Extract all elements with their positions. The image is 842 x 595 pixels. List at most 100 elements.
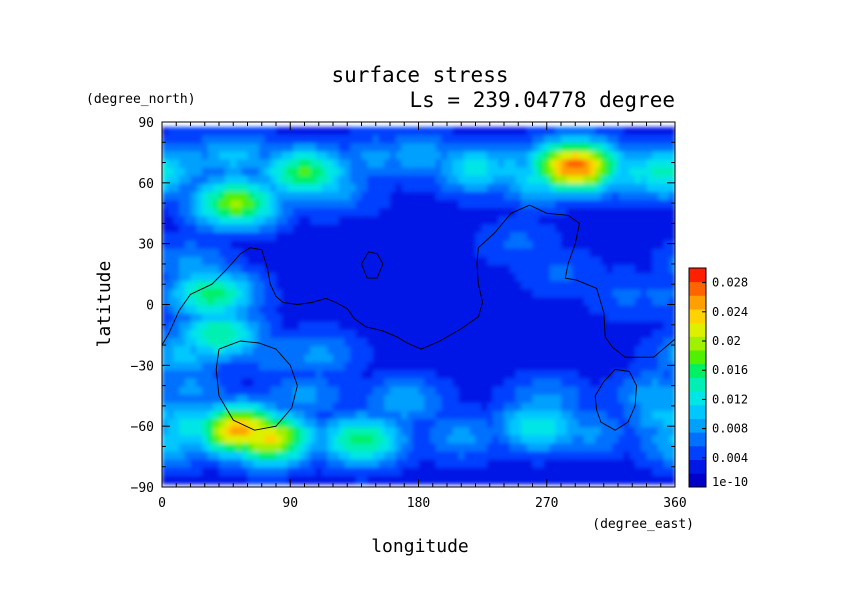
heat-cell	[179, 378, 186, 388]
heat-cell	[635, 264, 642, 274]
heat-cell	[258, 264, 266, 274]
heat-cell	[230, 289, 237, 298]
heat-cell	[464, 321, 471, 331]
heat-cell	[469, 151, 477, 161]
heat-cell	[640, 467, 648, 477]
heat-cell	[287, 256, 294, 266]
heat-cell	[561, 370, 568, 380]
heat-cell	[412, 329, 420, 339]
heat-cell	[162, 232, 169, 242]
heat-cell	[572, 362, 579, 371]
heat-cell	[600, 337, 608, 347]
heat-cell	[618, 402, 625, 412]
heat-cell	[481, 378, 488, 388]
heat-cell	[321, 467, 328, 477]
heat-cell	[418, 232, 425, 242]
heat-cell	[247, 386, 254, 396]
heat-cell	[543, 443, 551, 453]
heat-cell	[464, 248, 471, 258]
heat-cell	[458, 232, 465, 242]
heat-cell	[629, 289, 636, 298]
heat-cell	[429, 240, 437, 250]
heat-cell	[583, 467, 591, 477]
heat-cell	[412, 354, 420, 363]
heat-cell	[561, 297, 568, 307]
heat-cell	[338, 329, 345, 339]
heat-cell	[458, 216, 465, 225]
heat-cell	[669, 354, 675, 363]
heat-cell	[298, 289, 306, 298]
heat-cell	[561, 362, 568, 371]
heat-cell	[441, 427, 448, 436]
heat-cell	[555, 443, 562, 453]
heat-cell	[606, 435, 613, 444]
heat-cell	[612, 248, 619, 258]
heat-cell	[338, 183, 345, 193]
heat-cell	[447, 394, 454, 404]
heat-cell	[441, 370, 448, 380]
heat-cell	[549, 305, 556, 315]
heat-cell	[310, 475, 317, 485]
heat-cell	[595, 281, 602, 290]
x-unit-label: (degree_east)	[592, 517, 694, 532]
heat-cell	[663, 232, 670, 242]
heat-cell	[669, 216, 675, 225]
heat-cell	[612, 370, 619, 380]
heat-cell	[452, 346, 459, 355]
heat-cell	[509, 475, 516, 485]
heat-cell	[498, 127, 505, 136]
heat-cell	[663, 410, 670, 420]
heat-cell	[555, 151, 562, 161]
heat-cell	[378, 127, 385, 136]
heat-cell	[435, 410, 442, 420]
heat-cell	[219, 191, 226, 201]
heat-cell	[258, 467, 266, 477]
heat-cell	[458, 183, 465, 193]
heat-cell	[435, 224, 442, 234]
heat-cell	[355, 281, 363, 290]
heat-cell	[464, 273, 471, 282]
heat-cell	[258, 402, 266, 412]
heat-cell	[384, 443, 391, 453]
heat-cell	[230, 419, 237, 428]
heat-cell	[589, 135, 596, 144]
heat-cell	[521, 264, 528, 274]
heat-cell	[298, 143, 306, 152]
heat-cell	[572, 191, 579, 201]
heat-cell	[236, 127, 243, 136]
heat-cell	[458, 289, 465, 298]
heat-cell	[566, 200, 573, 209]
heat-cell	[452, 427, 459, 436]
heat-cell	[515, 354, 522, 363]
heat-cell	[253, 386, 260, 396]
heat-cell	[219, 240, 226, 250]
heat-cell	[270, 386, 277, 396]
heat-cell	[236, 346, 243, 355]
heat-cell	[213, 224, 220, 234]
heat-cell	[538, 273, 545, 282]
heat-cell	[310, 427, 317, 436]
heat-cell	[298, 419, 306, 428]
heat-cell	[475, 346, 482, 355]
heat-cell	[635, 240, 642, 250]
heat-cell	[395, 127, 402, 136]
heat-cell	[173, 183, 180, 193]
heat-cell	[327, 183, 334, 193]
heat-cell	[646, 386, 653, 396]
heat-cell	[515, 337, 522, 347]
heat-cell	[606, 346, 613, 355]
heat-cell	[207, 175, 214, 185]
heat-cell	[219, 159, 226, 169]
heat-cell	[464, 467, 471, 477]
heat-cell	[441, 248, 448, 258]
heat-cell	[167, 208, 174, 217]
heat-cell	[241, 297, 249, 307]
heat-cell	[355, 305, 363, 315]
heat-cell	[441, 402, 448, 412]
heat-cell	[264, 159, 271, 169]
heat-cell	[407, 313, 414, 323]
heat-cell	[623, 264, 630, 274]
heat-cell	[663, 281, 670, 290]
heat-cell	[669, 419, 675, 428]
heat-cell	[504, 264, 511, 274]
